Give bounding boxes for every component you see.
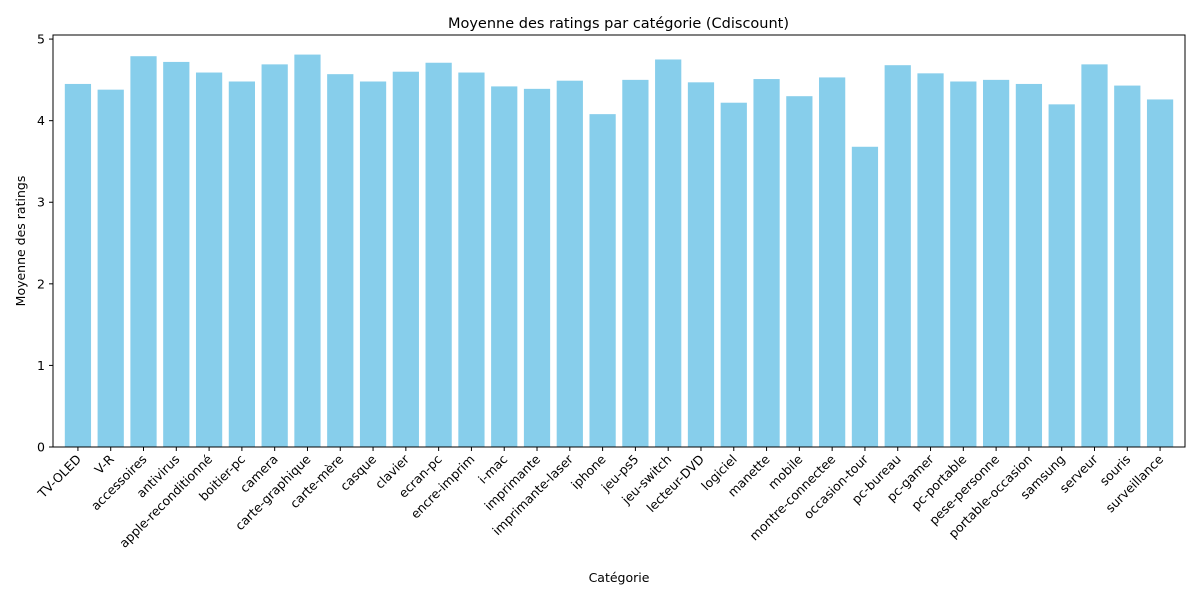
y-tick-label: 2 [37,276,45,291]
bar-ecran-pc [425,62,452,448]
y-tick-label: 5 [37,32,45,47]
y-tick-label: 0 [37,440,45,455]
bar-pc-gamer [917,73,944,447]
bar-jeu-switch [655,59,682,447]
y-axis-label: Moyenne des ratings [13,176,28,307]
bar-clavier [392,71,419,448]
bar-apple-reconditionné [195,72,223,447]
x-tick-label: V-R [91,451,117,477]
bar-samsung [1048,104,1075,447]
y-tick-label: 4 [37,113,45,128]
bar-TV-OLED [64,83,92,447]
x-axis: TV-OLED V-Raccessoiresantivirusapple-reco… [34,447,1166,551]
bar-imprimante [523,88,551,447]
bar-jeu-ps5 [622,79,649,448]
bar-pc-portable [950,81,977,447]
bar-carte-mère [327,74,354,447]
x-axis-label: Catégorie [589,570,650,585]
y-tick-label: 1 [37,358,45,373]
y-tick-label: 3 [37,195,45,210]
bar-surveillance [1146,99,1174,447]
bar-V-R [97,89,124,447]
y-axis: 0 1 2 3 4 5 [37,32,53,455]
bar-mobile [786,96,813,447]
bar-pese-personne [983,79,1010,448]
bar-iphone [589,114,616,447]
bar-i-mac [491,86,518,448]
bar-montre-connectee [819,77,846,448]
bar-manette [753,79,780,447]
bar-occasion-tour [851,146,879,447]
plot-frame [52,34,1186,448]
chart-title: Moyenne des ratings par catégorie (Cdisc… [448,16,789,32]
bar-logiciel [720,102,747,448]
bar-souris [1114,85,1141,447]
bar-antivirus [163,61,190,448]
bar-pc-bureau [884,65,911,447]
bar-camera [261,64,288,448]
bars-layer [64,54,1174,448]
bar-lecteur-DVD [687,82,715,447]
bar-carte-graphique [294,54,321,447]
bar-casque [359,81,387,447]
bar-imprimante-laser [556,80,583,447]
bar-serveur [1081,64,1108,448]
bar-accessoires [130,56,157,448]
bar-boitier-pc [228,81,255,447]
bar-encre-imprim [458,72,485,447]
x-tick-label: TV-OLED [34,452,84,502]
x-tick-label: casque [337,451,379,493]
bar-portable-occasion [1015,83,1043,447]
